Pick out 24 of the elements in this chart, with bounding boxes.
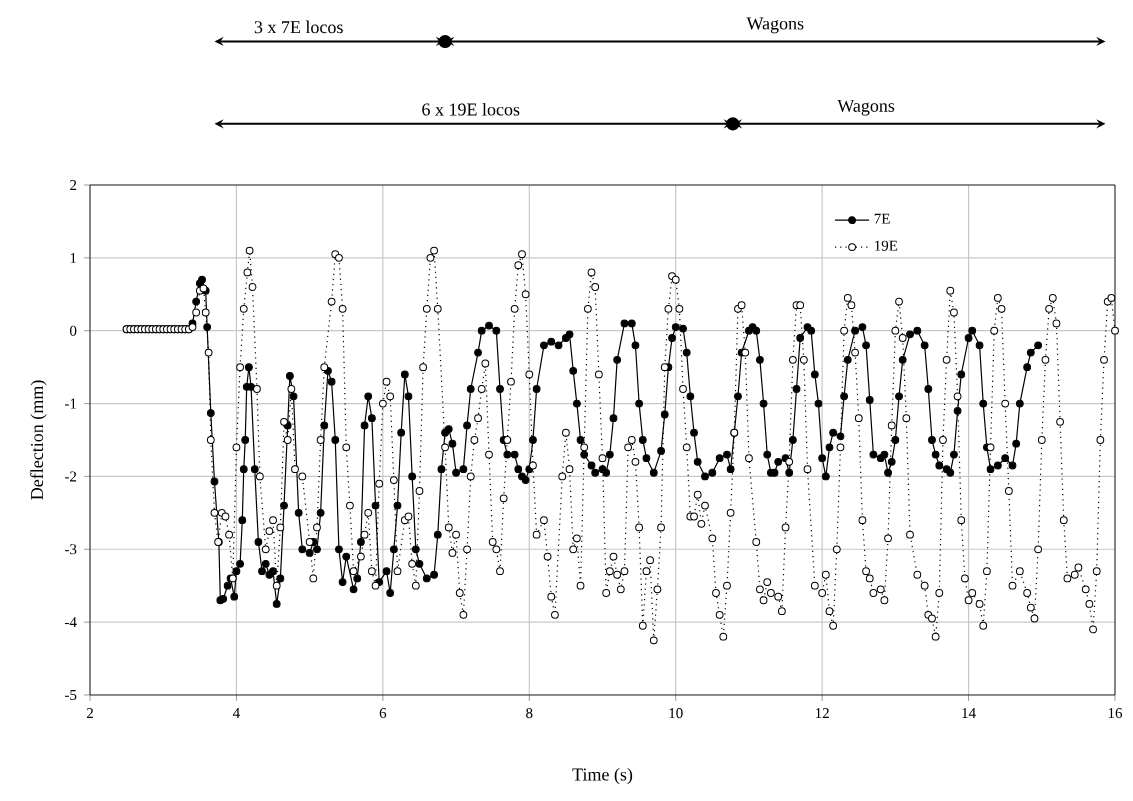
text: Wagons [746, 17, 804, 34]
y-tick-label: 2 [70, 180, 77, 190]
legend-label: 7E [874, 213, 890, 224]
y-tick-label: -3 [65, 544, 77, 555]
x-tick-label: 6 [379, 708, 387, 719]
y-tick-label: 0 [70, 325, 77, 336]
x-tick-label: 2 [86, 708, 93, 718]
y-tick-label: -2 [65, 471, 77, 482]
y-tick-label: -1 [65, 398, 77, 409]
y-axis-title: Deflection (mm) [30, 380, 47, 500]
text: 3 x 7E locos [254, 20, 343, 34]
x-tick-label: 16 [1108, 708, 1123, 719]
x-tick-label: 10 [669, 708, 683, 719]
x-tick-label: 8 [526, 708, 533, 719]
y-tick-label: -4 [65, 617, 77, 628]
text: 6 x 19E locos [422, 102, 520, 116]
x-tick-label: 14 [962, 708, 976, 718]
x-tick-label: 4 [232, 708, 240, 718]
x-axis-title: Time (s) [572, 767, 633, 785]
y-tick-label: -5 [65, 690, 77, 700]
x-tick-label: 12 [815, 708, 829, 718]
text: Wagons [837, 99, 895, 116]
legend-label: 19E [875, 240, 898, 251]
y-tick-label: 1 [70, 252, 77, 263]
